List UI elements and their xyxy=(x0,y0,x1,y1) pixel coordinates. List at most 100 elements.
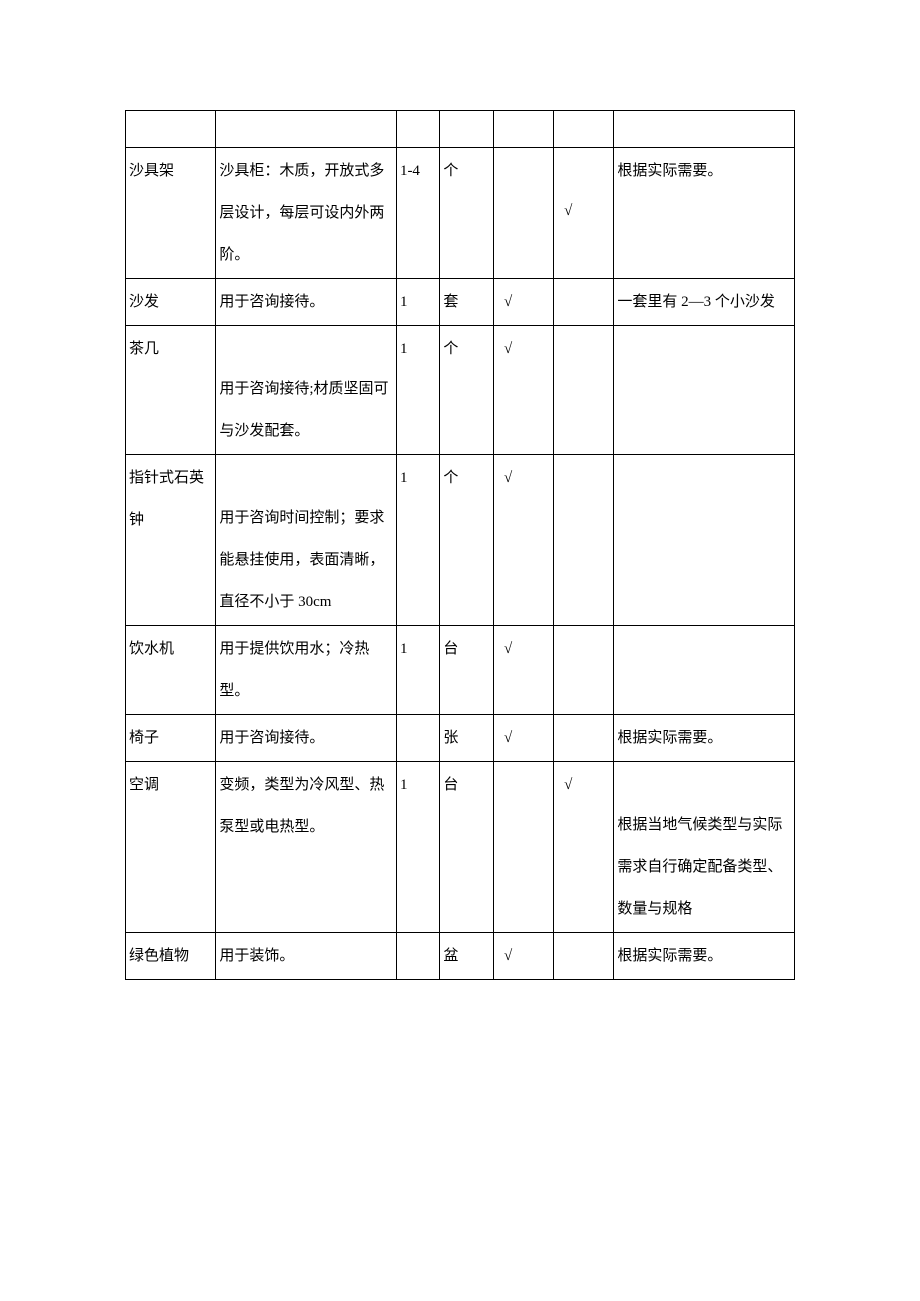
cell-text: 用于咨询时间控制；要求能悬挂使用，表面清晰，直径不小于 30cm xyxy=(216,455,396,625)
cell-unit: 盆 xyxy=(440,933,494,980)
cell-text: 台 xyxy=(440,762,493,808)
cell-qty xyxy=(396,933,439,980)
cell-note: 根据实际需要。 xyxy=(614,715,795,762)
cell-check2: √ xyxy=(554,762,614,933)
cell-note: 根据当地气候类型与实际需求自行确定配备类型、数量与规格 xyxy=(614,762,795,933)
cell-check2 xyxy=(554,455,614,626)
cell-text: 1 xyxy=(397,326,439,372)
cell-text: 根据实际需要。 xyxy=(614,715,794,761)
cell-note xyxy=(614,111,795,148)
cell-text xyxy=(554,455,613,459)
table-row: 茶几用于咨询接待;材质坚固可与沙发配套。1个√ xyxy=(126,326,795,455)
cell-text: √ xyxy=(494,326,553,372)
cell-desc xyxy=(216,111,397,148)
cell-text xyxy=(614,626,794,630)
cell-text: 指针式石英钟 xyxy=(126,455,215,543)
cell-text: √ xyxy=(494,626,553,672)
cell-desc: 用于装饰。 xyxy=(216,933,397,980)
cell-unit: 个 xyxy=(440,148,494,279)
cell-text xyxy=(126,111,215,147)
cell-text: 沙具架 xyxy=(126,148,215,194)
cell-text: 空调 xyxy=(126,762,215,808)
cell-text: 绿色植物 xyxy=(126,933,215,979)
cell-desc: 用于提供饮用水；冷热型。 xyxy=(216,626,397,715)
cell-check1: √ xyxy=(493,715,553,762)
cell-desc: 用于咨询接待。 xyxy=(216,279,397,326)
cell-text: 1-4 xyxy=(397,148,439,194)
cell-qty: 1 xyxy=(396,455,439,626)
cell-text: √ xyxy=(494,715,553,761)
cell-name: 椅子 xyxy=(126,715,216,762)
cell-desc: 变频，类型为冷风型、热泵型或电热型。 xyxy=(216,762,397,933)
table-row xyxy=(126,111,795,148)
table-row: 指针式石英钟用于咨询时间控制；要求能悬挂使用，表面清晰，直径不小于 30cm1个… xyxy=(126,455,795,626)
cell-text: 变频，类型为冷风型、热泵型或电热型。 xyxy=(216,762,396,850)
cell-text: 用于咨询接待。 xyxy=(216,279,396,325)
cell-text: 椅子 xyxy=(126,715,215,761)
cell-name: 沙发 xyxy=(126,279,216,326)
cell-check1 xyxy=(493,111,553,148)
cell-text xyxy=(554,111,613,147)
cell-text: √ xyxy=(494,933,553,979)
cell-text xyxy=(554,933,613,937)
cell-text: 沙发 xyxy=(126,279,215,325)
table-row: 沙发用于咨询接待。1套√一套里有 2—3 个小沙发 xyxy=(126,279,795,326)
cell-text: 个 xyxy=(440,455,493,501)
cell-desc: 沙具柜：木质，开放式多层设计，每层可设内外两阶。 xyxy=(216,148,397,279)
cell-unit: 台 xyxy=(440,626,494,715)
table-row: 饮水机用于提供饮用水；冷热型。1台√ xyxy=(126,626,795,715)
cell-text: 台 xyxy=(440,626,493,672)
cell-name: 沙具架 xyxy=(126,148,216,279)
cell-text: 一套里有 2—3 个小沙发 xyxy=(614,279,794,325)
cell-text: 根据实际需要。 xyxy=(614,933,794,979)
cell-note: 根据实际需要。 xyxy=(614,933,795,980)
cell-unit xyxy=(440,111,494,148)
cell-text: 根据实际需要。 xyxy=(614,148,794,194)
cell-text xyxy=(614,111,794,147)
cell-text: √ xyxy=(554,762,613,808)
cell-text: 套 xyxy=(440,279,493,325)
cell-text xyxy=(494,762,553,766)
cell-unit: 个 xyxy=(440,455,494,626)
cell-check2 xyxy=(554,626,614,715)
cell-text: 根据当地气候类型与实际需求自行确定配备类型、数量与规格 xyxy=(614,762,794,932)
cell-check1 xyxy=(493,148,553,279)
cell-text: 1 xyxy=(397,279,439,325)
cell-text: 张 xyxy=(440,715,493,761)
cell-qty: 1-4 xyxy=(396,148,439,279)
cell-check2: √ xyxy=(554,148,614,279)
table-row: 椅子用于咨询接待。张√根据实际需要。 xyxy=(126,715,795,762)
cell-name: 茶几 xyxy=(126,326,216,455)
cell-desc: 用于咨询接待;材质坚固可与沙发配套。 xyxy=(216,326,397,455)
cell-text: 用于装饰。 xyxy=(216,933,396,979)
cell-check2 xyxy=(554,933,614,980)
cell-text: 个 xyxy=(440,326,493,372)
cell-name xyxy=(126,111,216,148)
cell-check2 xyxy=(554,279,614,326)
cell-note xyxy=(614,455,795,626)
cell-unit: 套 xyxy=(440,279,494,326)
table-row: 沙具架沙具柜：木质，开放式多层设计，每层可设内外两阶。1-4个 √根据实际需要。 xyxy=(126,148,795,279)
cell-text: 1 xyxy=(397,626,439,672)
cell-check1: √ xyxy=(493,455,553,626)
cell-text: √ xyxy=(494,455,553,501)
cell-text xyxy=(397,111,439,147)
cell-check2 xyxy=(554,111,614,148)
cell-text xyxy=(554,626,613,630)
cell-name: 绿色植物 xyxy=(126,933,216,980)
cell-check2 xyxy=(554,715,614,762)
table-row: 绿色植物用于装饰。盆√ 根据实际需要。 xyxy=(126,933,795,980)
cell-text: 盆 xyxy=(440,933,493,979)
cell-name: 指针式石英钟 xyxy=(126,455,216,626)
cell-text: 茶几 xyxy=(126,326,215,372)
cell-text: 1 xyxy=(397,762,439,808)
cell-text xyxy=(397,933,439,937)
cell-text xyxy=(440,111,493,147)
cell-text: 个 xyxy=(440,148,493,194)
cell-check1: √ xyxy=(493,933,553,980)
cell-qty xyxy=(396,715,439,762)
cell-check1: √ xyxy=(493,626,553,715)
cell-text: 饮水机 xyxy=(126,626,215,672)
cell-text: √ xyxy=(554,148,613,234)
cell-text xyxy=(554,715,613,719)
